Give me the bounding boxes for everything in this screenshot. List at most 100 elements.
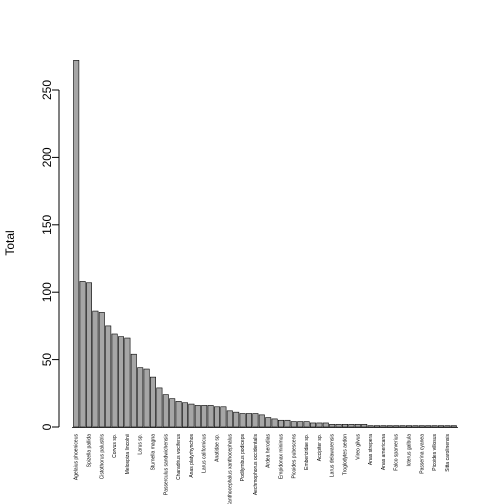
bar-29 bbox=[252, 413, 259, 428]
bar-10 bbox=[130, 353, 137, 428]
x-tick-label-11: Larus sp. bbox=[138, 434, 144, 455]
bar-13 bbox=[150, 376, 156, 428]
x-tick-label-21: Larus californicus bbox=[202, 434, 208, 473]
x-tick-label-47: Anas strepera bbox=[368, 434, 374, 465]
x-tick-label-1: Agelaius phoeniceus bbox=[74, 434, 80, 481]
x-tick-label-39: Accipiter sp. bbox=[317, 434, 323, 461]
x-tick-label-13: Sturnella magna bbox=[151, 434, 157, 471]
bar-31 bbox=[265, 417, 272, 428]
bar-54 bbox=[412, 425, 419, 428]
y-tick-label-150: 150 bbox=[40, 214, 54, 234]
bar-25 bbox=[226, 410, 233, 428]
x-tick-label-9: Melospiza lincolnii bbox=[125, 434, 131, 474]
y-tick-label-200: 200 bbox=[40, 147, 54, 167]
x-tick-label-17: Charadrius vociferus bbox=[176, 434, 182, 480]
bar-52 bbox=[399, 425, 406, 428]
bar-55 bbox=[418, 425, 425, 428]
y-tick-label-100: 100 bbox=[40, 282, 54, 302]
x-tick-label-35: Picoides pubescens bbox=[291, 434, 297, 479]
bar-39 bbox=[316, 422, 323, 428]
x-tick-label-43: Troglodytes aedon bbox=[343, 434, 349, 475]
bar-20 bbox=[194, 405, 201, 428]
bar-35 bbox=[290, 421, 297, 428]
bar-45 bbox=[354, 423, 361, 428]
x-tick-label-33: Empidonax minimus bbox=[279, 434, 285, 480]
x-tick-label-57: Picoides villosus bbox=[432, 434, 438, 471]
bar-23 bbox=[214, 406, 220, 428]
bar-32 bbox=[271, 418, 278, 428]
bar-60 bbox=[450, 425, 457, 428]
bar-41 bbox=[329, 423, 336, 428]
bar-19 bbox=[188, 403, 195, 428]
y-tick-label-50: 50 bbox=[40, 353, 54, 367]
bar-49 bbox=[380, 425, 387, 428]
bar-17 bbox=[175, 401, 182, 428]
y-tick-label-250: 250 bbox=[40, 80, 54, 100]
bar-42 bbox=[335, 423, 342, 428]
bar-43 bbox=[342, 423, 348, 428]
x-tick-label-49: Anas americana bbox=[381, 434, 387, 470]
bar-7 bbox=[111, 333, 118, 428]
x-tick-label-31: Ardea herodias bbox=[266, 434, 272, 468]
bar-47 bbox=[367, 425, 374, 428]
bar-12 bbox=[143, 368, 150, 428]
x-tick-label-45: Vireo gilvus bbox=[355, 434, 361, 460]
x-tick-label-25: Xanthocephalus xanthocephalus bbox=[227, 434, 233, 504]
bar-53 bbox=[406, 425, 412, 428]
bar-24 bbox=[220, 406, 227, 428]
bar-26 bbox=[233, 411, 240, 428]
bar-34 bbox=[284, 419, 291, 428]
bar-56 bbox=[425, 425, 432, 428]
x-tick-label-41: Larus delawarensis bbox=[330, 434, 336, 478]
bar-1 bbox=[73, 60, 80, 428]
bar-5 bbox=[98, 312, 105, 428]
bar-50 bbox=[386, 425, 393, 428]
y-tick-label-0: 0 bbox=[40, 423, 54, 430]
bar-21 bbox=[201, 405, 208, 428]
bar-44 bbox=[348, 423, 355, 428]
bar-37 bbox=[303, 421, 310, 428]
bar-28 bbox=[246, 413, 252, 428]
x-tick-label-15: Passerculus sandwichensis bbox=[163, 434, 169, 496]
x-tick-label-19: Anas platyrhynchos bbox=[189, 434, 195, 478]
bar-46 bbox=[361, 423, 368, 428]
bar-30 bbox=[258, 414, 265, 428]
bar-4 bbox=[92, 310, 99, 428]
y-axis-label: Total bbox=[3, 230, 17, 255]
x-tick-label-53: Icterus galbula bbox=[407, 434, 413, 467]
bar-58 bbox=[438, 425, 444, 428]
bar-9 bbox=[124, 337, 131, 428]
bar-22 bbox=[207, 405, 214, 428]
bar-40 bbox=[322, 422, 329, 428]
x-tick-label-3: Spizella pallida bbox=[87, 434, 93, 468]
x-tick-label-59: Sitta carolinensis bbox=[445, 434, 451, 472]
bars-group bbox=[72, 60, 458, 428]
bar-18 bbox=[182, 402, 188, 428]
bar-6 bbox=[105, 325, 112, 428]
bar-15 bbox=[162, 394, 169, 428]
x-tick-label-29: Aechmophorus occidentalis bbox=[253, 434, 259, 496]
bar-38 bbox=[310, 422, 316, 428]
bar-2 bbox=[79, 281, 86, 428]
bar-48 bbox=[374, 425, 380, 428]
bar-51 bbox=[393, 425, 400, 428]
bar-33 bbox=[278, 419, 284, 428]
y-axis: 0 50 100 150 200 250 bbox=[40, 80, 60, 430]
x-tick-label-7: Corvus sp. bbox=[112, 434, 118, 458]
bar-11 bbox=[137, 367, 144, 428]
x-tick-label-37: Emberizidae sp. bbox=[304, 434, 310, 470]
bar-36 bbox=[297, 421, 304, 428]
x-tick-label-23: Anatidae sp. bbox=[215, 434, 221, 462]
x-tick-label-51: Falco sparverius bbox=[394, 434, 400, 471]
bar-57 bbox=[431, 425, 438, 428]
x-tick-label-27: Podilymbus podiceps bbox=[240, 434, 246, 482]
bar-16 bbox=[169, 398, 176, 428]
bar-27 bbox=[239, 413, 246, 428]
x-tick-labels: Agelaius phoeniceus Spizella pallida Cisto… bbox=[74, 434, 451, 504]
x-tick-label-5: Cistothorus palustris bbox=[99, 434, 105, 480]
bar-59 bbox=[444, 425, 451, 428]
bar-8 bbox=[118, 336, 124, 428]
bar-14 bbox=[156, 387, 163, 428]
x-tick-label-55: Passerina cyanea bbox=[419, 434, 425, 474]
